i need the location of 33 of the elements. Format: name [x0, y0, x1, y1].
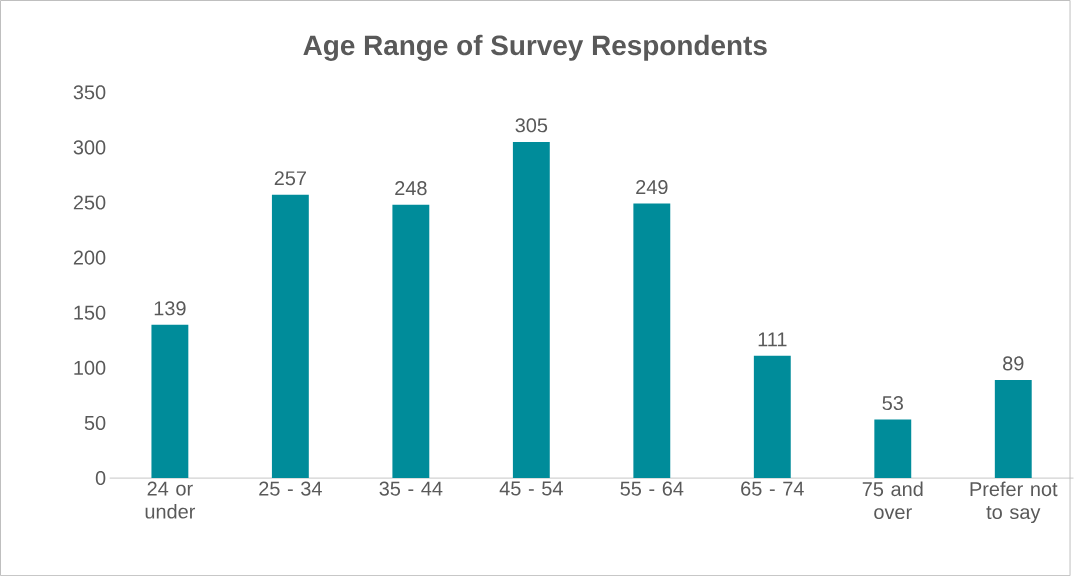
- bar: [271, 194, 309, 478]
- data-label: 111: [758, 332, 787, 347]
- data-label: 249: [636, 179, 668, 195]
- y-tick-label: 350: [73, 85, 106, 100]
- data-label: 248: [395, 181, 427, 196]
- y-tick-label: 200: [73, 250, 106, 265]
- bar: [994, 379, 1032, 478]
- y-tick-label: 150: [74, 305, 106, 320]
- y-tick-label: 300: [73, 140, 106, 155]
- x-tick-label: 65 - 74: [741, 481, 804, 496]
- bar: [512, 141, 550, 478]
- data-label: 139: [154, 301, 186, 316]
- data-label: 305: [515, 118, 548, 133]
- bar: [151, 324, 189, 478]
- data-label: 257: [274, 171, 306, 186]
- x-tick-label: 55 - 64: [620, 481, 684, 496]
- bar: [874, 419, 912, 478]
- y-tick-label: 250: [73, 195, 106, 210]
- x-tick-label: 24 or under: [145, 481, 196, 519]
- x-tick-label: 75 and over: [862, 481, 923, 520]
- x-tick-label: 35 - 44: [379, 481, 443, 496]
- data-label: 53: [882, 395, 903, 411]
- y-tick-label: 50: [84, 415, 106, 430]
- chart-title: Age Range of Survey Respondents: [303, 34, 767, 61]
- x-tick-label: Prefer not to say: [970, 481, 1058, 523]
- x-tick-label: 25 - 34: [259, 481, 322, 496]
- y-tick-label: 0: [95, 470, 106, 486]
- bar: [753, 355, 791, 478]
- y-tick-label: 100: [74, 360, 106, 375]
- x-tick-label: 45 - 54: [499, 481, 563, 496]
- data-label: 89: [1003, 356, 1024, 371]
- bar: [392, 204, 430, 478]
- bar: [633, 203, 671, 478]
